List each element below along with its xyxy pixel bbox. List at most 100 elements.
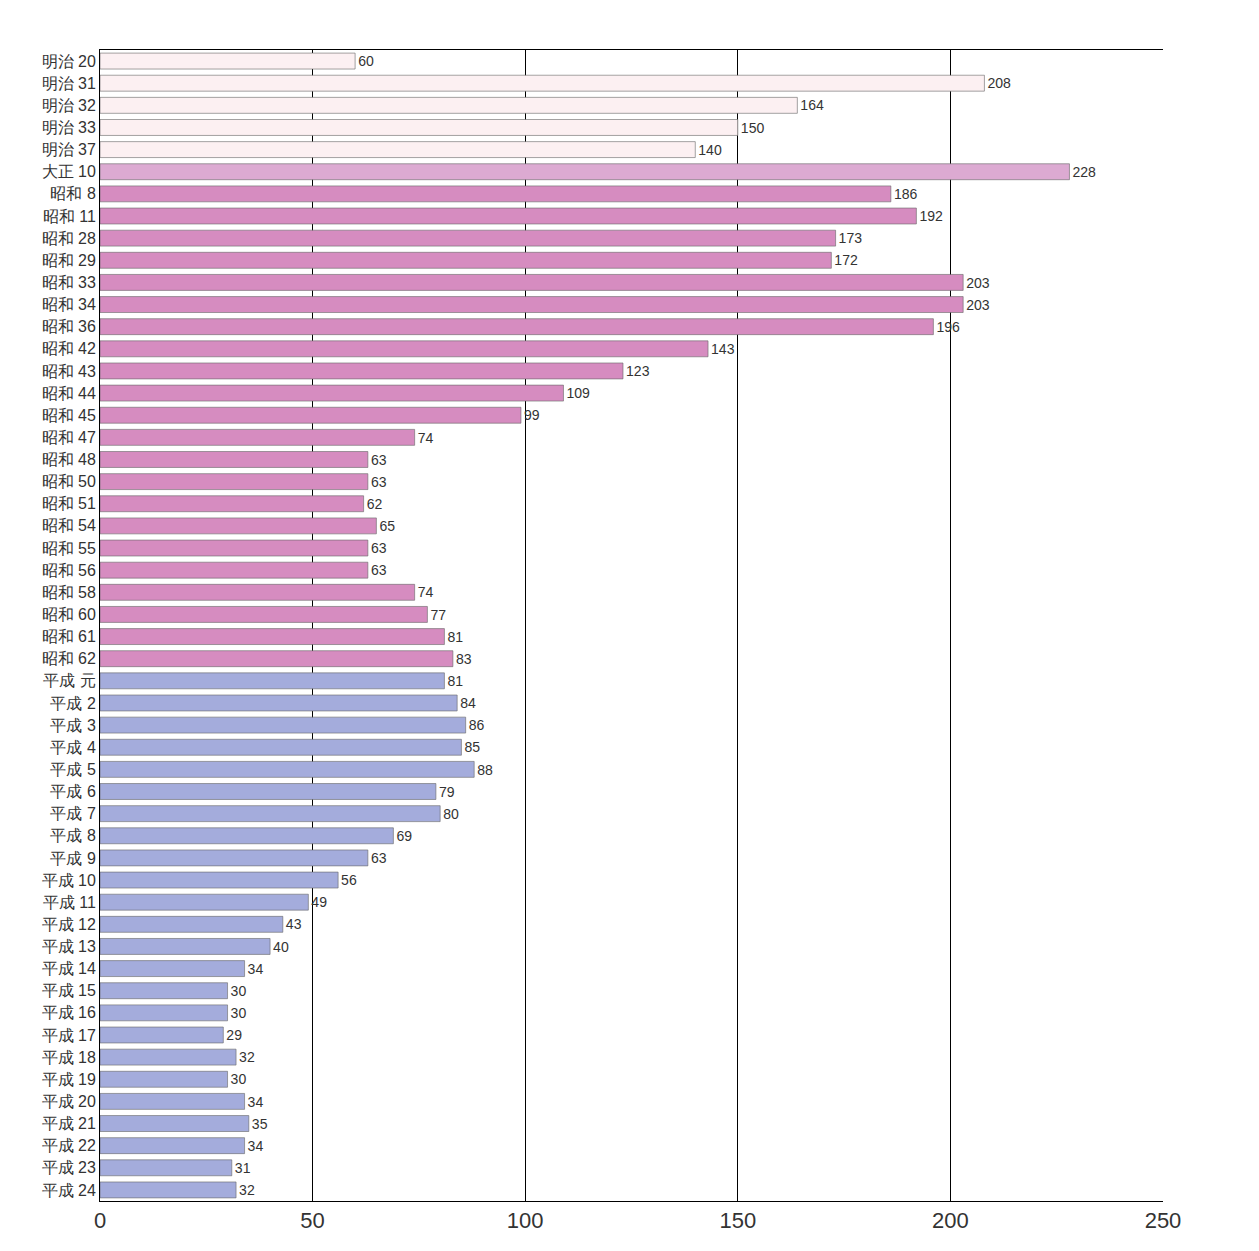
svg-text:56: 56 <box>341 872 357 888</box>
svg-text:昭和 58: 昭和 58 <box>42 584 96 601</box>
svg-text:63: 63 <box>371 562 387 578</box>
svg-text:32: 32 <box>239 1049 255 1065</box>
svg-text:63: 63 <box>371 540 387 556</box>
svg-text:69: 69 <box>396 828 412 844</box>
svg-text:40: 40 <box>273 939 289 955</box>
svg-text:平成 2: 平成 2 <box>50 695 95 712</box>
svg-text:平成 22: 平成 22 <box>42 1137 96 1154</box>
svg-text:88: 88 <box>477 762 493 778</box>
svg-text:140: 140 <box>698 142 722 158</box>
svg-text:平成 元: 平成 元 <box>43 672 95 689</box>
svg-text:29: 29 <box>226 1027 242 1043</box>
svg-text:99: 99 <box>524 407 540 423</box>
svg-text:明治 32: 明治 32 <box>42 97 96 114</box>
svg-text:昭和 45: 昭和 45 <box>42 407 96 424</box>
svg-text:74: 74 <box>418 430 434 446</box>
svg-text:62: 62 <box>367 496 383 512</box>
svg-text:43: 43 <box>286 916 302 932</box>
svg-text:50: 50 <box>300 1208 324 1233</box>
svg-text:昭和 42: 昭和 42 <box>42 340 96 357</box>
svg-text:60: 60 <box>358 53 374 69</box>
svg-text:150: 150 <box>719 1208 756 1233</box>
svg-text:31: 31 <box>235 1160 251 1176</box>
svg-text:明治 37: 明治 37 <box>42 141 96 158</box>
svg-text:65: 65 <box>379 518 395 534</box>
svg-text:昭和 55: 昭和 55 <box>42 540 96 557</box>
svg-text:0: 0 <box>94 1208 106 1233</box>
svg-text:173: 173 <box>839 230 863 246</box>
svg-text:32: 32 <box>239 1182 255 1198</box>
svg-text:77: 77 <box>430 607 446 623</box>
svg-text:昭和 33: 昭和 33 <box>42 274 96 291</box>
svg-text:平成 11: 平成 11 <box>43 894 96 911</box>
svg-text:昭和 34: 昭和 34 <box>42 296 96 313</box>
svg-text:平成 14: 平成 14 <box>42 960 96 977</box>
svg-text:平成 13: 平成 13 <box>42 938 96 955</box>
svg-text:63: 63 <box>371 850 387 866</box>
svg-text:明治 31: 明治 31 <box>42 75 96 92</box>
svg-text:83: 83 <box>456 651 472 667</box>
svg-text:平成 21: 平成 21 <box>42 1115 96 1132</box>
svg-text:平成 12: 平成 12 <box>42 916 96 933</box>
svg-text:平成 15: 平成 15 <box>42 982 96 999</box>
svg-text:30: 30 <box>231 983 247 999</box>
svg-text:100: 100 <box>507 1208 544 1233</box>
svg-text:80: 80 <box>443 806 459 822</box>
svg-text:昭和 51: 昭和 51 <box>42 495 96 512</box>
svg-text:228: 228 <box>1072 164 1096 180</box>
svg-text:81: 81 <box>447 673 463 689</box>
svg-text:34: 34 <box>248 961 264 977</box>
svg-text:172: 172 <box>834 252 858 268</box>
svg-text:200: 200 <box>932 1208 969 1233</box>
svg-text:84: 84 <box>460 695 476 711</box>
svg-text:35: 35 <box>252 1116 268 1132</box>
svg-text:平成 10: 平成 10 <box>42 872 96 889</box>
svg-text:昭和 44: 昭和 44 <box>42 385 96 402</box>
svg-text:昭和 28: 昭和 28 <box>42 230 96 247</box>
svg-text:昭和 8: 昭和 8 <box>50 185 95 202</box>
svg-text:昭和 60: 昭和 60 <box>42 606 96 623</box>
svg-text:85: 85 <box>464 739 480 755</box>
svg-text:63: 63 <box>371 452 387 468</box>
svg-text:30: 30 <box>231 1071 247 1087</box>
svg-text:昭和 29: 昭和 29 <box>42 252 96 269</box>
svg-text:203: 203 <box>966 275 990 291</box>
svg-text:平成 8: 平成 8 <box>50 827 95 844</box>
svg-text:250: 250 <box>1145 1208 1182 1233</box>
svg-text:203: 203 <box>966 297 990 313</box>
svg-text:123: 123 <box>626 363 650 379</box>
svg-text:143: 143 <box>711 341 735 357</box>
svg-text:昭和 43: 昭和 43 <box>42 363 96 380</box>
svg-text:昭和 48: 昭和 48 <box>42 451 96 468</box>
svg-text:昭和 56: 昭和 56 <box>42 562 96 579</box>
svg-text:平成 4: 平成 4 <box>50 739 95 756</box>
svg-text:34: 34 <box>248 1138 264 1154</box>
svg-text:109: 109 <box>566 385 590 401</box>
svg-text:平成 3: 平成 3 <box>50 717 95 734</box>
svg-text:平成 7: 平成 7 <box>50 805 95 822</box>
svg-text:平成 23: 平成 23 <box>42 1159 96 1176</box>
svg-text:79: 79 <box>439 784 455 800</box>
svg-text:平成 17: 平成 17 <box>42 1027 96 1044</box>
svg-text:164: 164 <box>800 97 824 113</box>
svg-text:平成 20: 平成 20 <box>42 1093 96 1110</box>
svg-text:平成 19: 平成 19 <box>42 1071 96 1088</box>
svg-text:34: 34 <box>248 1094 264 1110</box>
svg-text:49: 49 <box>311 894 327 910</box>
svg-text:大正 10: 大正 10 <box>42 163 96 180</box>
svg-text:63: 63 <box>371 474 387 490</box>
svg-text:平成 5: 平成 5 <box>50 761 95 778</box>
svg-text:平成 24: 平成 24 <box>42 1182 96 1199</box>
svg-text:昭和 61: 昭和 61 <box>42 628 96 645</box>
svg-text:186: 186 <box>894 186 918 202</box>
svg-text:196: 196 <box>936 319 960 335</box>
svg-text:明治 33: 明治 33 <box>42 119 96 136</box>
svg-text:30: 30 <box>231 1005 247 1021</box>
svg-text:平成 6: 平成 6 <box>50 783 95 800</box>
svg-text:昭和 54: 昭和 54 <box>42 517 96 534</box>
svg-text:74: 74 <box>418 584 434 600</box>
svg-text:昭和 11: 昭和 11 <box>43 208 96 225</box>
svg-text:昭和 62: 昭和 62 <box>42 650 96 667</box>
svg-text:192: 192 <box>919 208 943 224</box>
svg-text:昭和 36: 昭和 36 <box>42 318 96 335</box>
